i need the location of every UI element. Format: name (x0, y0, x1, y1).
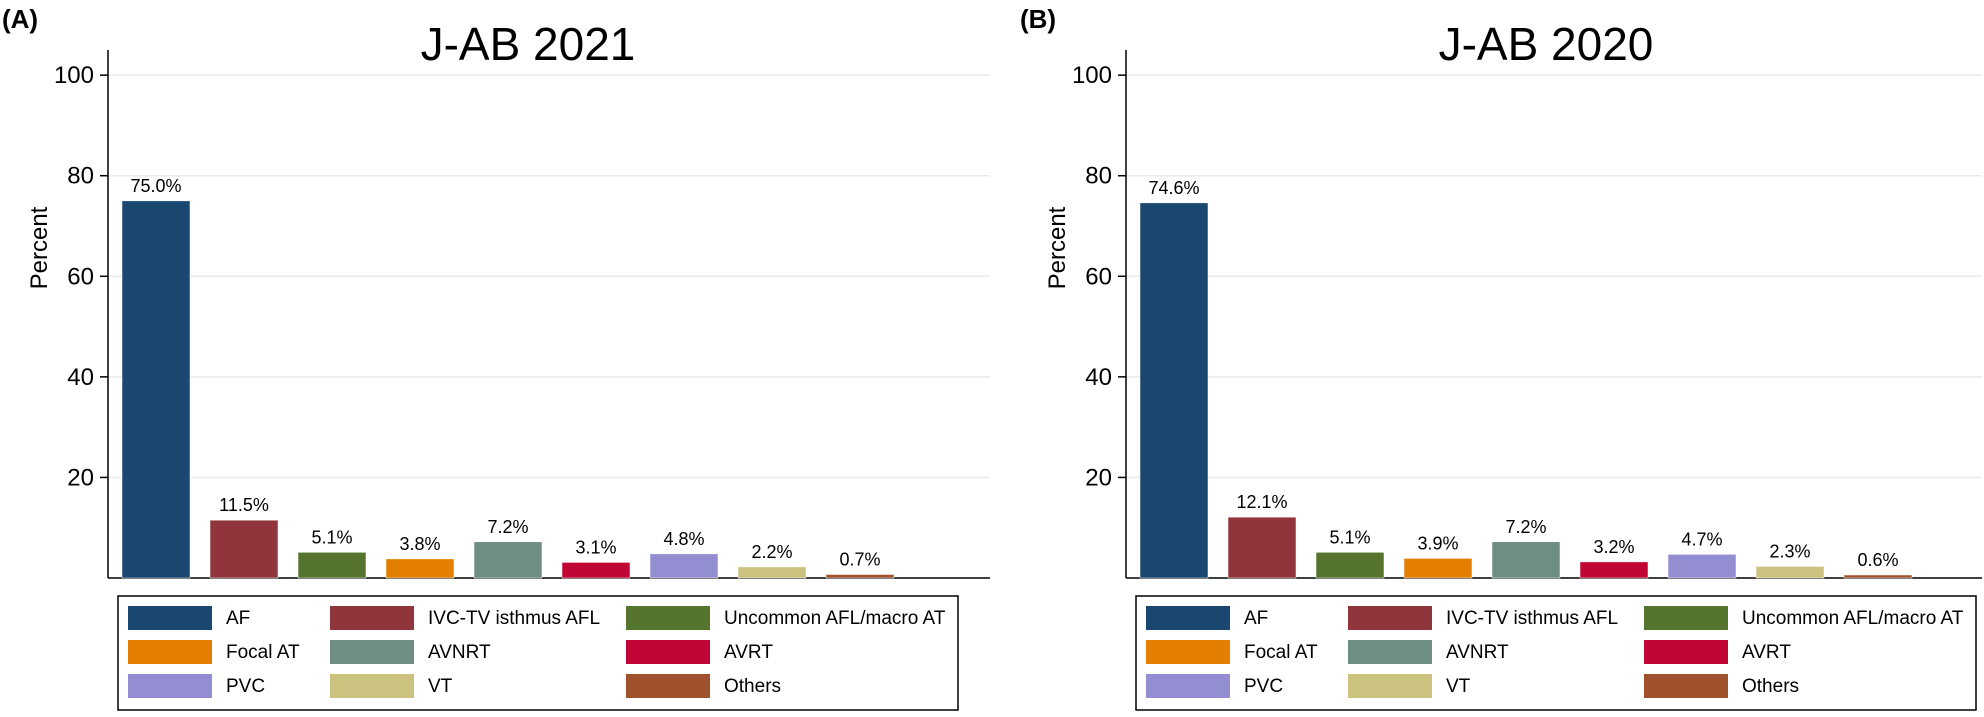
bar (1667, 554, 1737, 579)
bar (1227, 516, 1297, 579)
legend-label: VT (1446, 676, 1471, 697)
bar (297, 552, 367, 579)
legend-swatch (128, 640, 212, 664)
chart-title: J-AB 2020 (1439, 18, 1654, 70)
legend-swatch (128, 606, 212, 630)
data-label: 74.6% (1148, 178, 1199, 198)
legend-label: AVRT (724, 642, 773, 663)
bar (1491, 541, 1561, 579)
bar-chart-a: (A) J-AB 2021 Percent 20 40 60 80 100 75.0% 11… (2, 4, 990, 711)
y-tick-label: 60 (1085, 263, 1112, 290)
bar (1579, 561, 1649, 579)
y-tick-label: 80 (67, 163, 94, 190)
data-label: 5.1% (311, 527, 352, 547)
bar (209, 519, 279, 579)
legend-swatch (1348, 640, 1432, 664)
panel-label: (A) (2, 4, 38, 34)
legend-label: Focal AT (226, 642, 300, 663)
legend-swatch (1644, 606, 1728, 630)
legend-swatch (626, 674, 710, 698)
chart-title: J-AB 2021 (421, 18, 636, 70)
data-label: 11.5% (219, 495, 269, 515)
y-axis-title: Percent (26, 206, 53, 289)
bar (737, 566, 807, 579)
y-tick-label: 40 (1085, 364, 1112, 391)
chart-panel-a: (A) J-AB 2021 Percent 20 40 60 80 100 75.0% 11… (2, 4, 990, 711)
legend-swatch (1644, 640, 1728, 664)
data-label: 75.0% (130, 176, 181, 196)
legend-label: AVNRT (1446, 642, 1509, 663)
bar (825, 574, 895, 579)
data-label: 3.8% (399, 534, 440, 554)
y-axis-title: Percent (1044, 206, 1071, 289)
legend-swatch (626, 606, 710, 630)
data-label: 3.9% (1417, 533, 1458, 553)
bar (1315, 552, 1385, 579)
legend-swatch (1644, 674, 1728, 698)
legend-swatch (330, 674, 414, 698)
data-label: 12.1% (1236, 492, 1287, 512)
bar (1139, 202, 1209, 579)
data-label: 5.1% (1329, 527, 1370, 547)
legend-label: PVC (1244, 676, 1283, 697)
data-label: 0.6% (1857, 550, 1898, 570)
bar-chart-b: (B) J-AB 2020 Percent 20 40 60 80 100 74.6% 12… (1020, 4, 1982, 711)
legend-label: Focal AT (1244, 642, 1318, 663)
bar (1843, 574, 1913, 579)
data-label: 4.7% (1681, 529, 1722, 549)
bar (1755, 566, 1825, 579)
y-tick-label: 40 (67, 364, 94, 391)
data-label: 3.1% (575, 537, 616, 557)
legend-label: AF (1244, 608, 1268, 629)
plot-area: 20 40 60 80 100 75.0% 11.5% 5.1% 3.8% 7.2% 3.1% 4.8… (54, 50, 990, 579)
bar (121, 200, 191, 579)
legend-label: IVC-TV isthmus AFL (1446, 608, 1618, 629)
legend-swatch (1146, 674, 1230, 698)
data-label: 0.7% (839, 549, 880, 569)
legend-box (1135, 595, 1977, 711)
legend-swatch (626, 640, 710, 664)
data-label: 7.2% (487, 517, 528, 537)
y-tick-label: 20 (67, 464, 94, 491)
data-label: 2.3% (1769, 541, 1810, 561)
data-label: 3.2% (1593, 537, 1634, 557)
panel-label: (B) (1020, 4, 1056, 34)
y-tick-label: 100 (54, 62, 94, 89)
legend-swatch (1146, 640, 1230, 664)
legend-swatch (330, 640, 414, 664)
legend-label: Uncommon AFL/macro AT (1742, 608, 1964, 629)
bar (649, 553, 719, 579)
legend: AF IVC-TV isthmus AFL Uncommon AFL/macro A… (117, 595, 959, 711)
bar (1403, 558, 1473, 579)
y-tick-label: 20 (1085, 464, 1112, 491)
bar (473, 541, 543, 579)
bar (561, 562, 631, 579)
legend: AF IVC-TV isthmus AFL Uncommon AFL/macro A… (1135, 595, 1977, 711)
bar (385, 558, 455, 579)
data-label: 4.8% (663, 529, 704, 549)
legend-label: AVRT (1742, 642, 1791, 663)
legend-label: PVC (226, 676, 265, 697)
chart-panel-b: (B) J-AB 2020 Percent 20 40 60 80 100 74.6% 12… (1018, 0, 1984, 717)
y-tick-label: 80 (1085, 163, 1112, 190)
legend-label: AVNRT (428, 642, 491, 663)
y-tick-label: 60 (67, 263, 94, 290)
legend-label: VT (428, 676, 453, 697)
data-label: 2.2% (751, 542, 792, 562)
legend-swatch (1348, 674, 1432, 698)
legend-swatch (330, 606, 414, 630)
data-label: 7.2% (1505, 517, 1546, 537)
legend-swatch (1348, 606, 1432, 630)
legend-label: IVC-TV isthmus AFL (428, 608, 600, 629)
legend-box (117, 595, 959, 711)
legend-label: AF (226, 608, 250, 629)
legend-label: Others (1742, 676, 1799, 697)
legend-swatch (128, 674, 212, 698)
legend-label: Others (724, 676, 781, 697)
y-tick-label: 100 (1072, 62, 1112, 89)
plot-area: 20 40 60 80 100 74.6% 12.1% 5.1% 3.9% 7.2% 3.2% 4.7… (1072, 50, 1982, 579)
legend-label: Uncommon AFL/macro AT (724, 608, 946, 629)
legend-swatch (1146, 606, 1230, 630)
